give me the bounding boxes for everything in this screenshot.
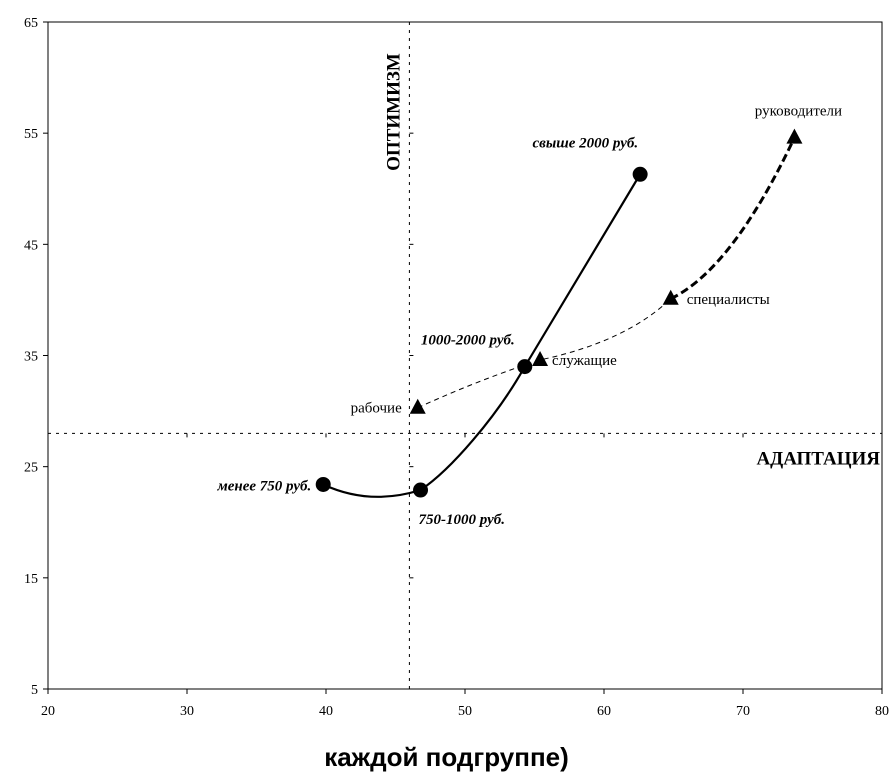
chart: 20 30 40 50 60 70 80 5 15 25 35 45 55 65 ОПТИМИЗМ АДАП… bbox=[24, 16, 889, 719]
y-tick-label: 25 bbox=[24, 461, 38, 476]
income-point bbox=[517, 359, 533, 375]
reference-label-horizontal: АДАПТАЦИЯ bbox=[756, 448, 880, 469]
occupation-point bbox=[662, 289, 679, 305]
x-tick-label: 70 bbox=[736, 704, 750, 719]
income-point-label: 1000-2000 руб. bbox=[421, 333, 515, 349]
bottom-title: каждой подгруппе) bbox=[324, 742, 569, 772]
occupation-point bbox=[786, 128, 803, 144]
income-point-label: 750-1000 руб. bbox=[419, 512, 505, 528]
income-point bbox=[315, 476, 331, 492]
x-tick-label: 60 bbox=[597, 704, 611, 719]
x-tick-label: 20 bbox=[41, 704, 55, 719]
y-tick-label: 15 bbox=[24, 572, 38, 587]
occupation-point-label: руководители bbox=[755, 104, 842, 120]
series-layer bbox=[315, 128, 803, 498]
occupation-point-label: служащие bbox=[552, 353, 617, 369]
label-layer: ОПТИМИЗМ АДАПТАЦИЯ менее 750 руб. 750-1000 … bbox=[216, 53, 880, 528]
income-point bbox=[632, 166, 648, 182]
y-tick-label: 55 bbox=[24, 127, 38, 142]
x-tick-label: 40 bbox=[319, 704, 333, 719]
occupation-point-label: рабочие bbox=[351, 401, 402, 417]
x-tick-label: 30 bbox=[180, 704, 194, 719]
x-tick-label: 50 bbox=[458, 704, 472, 719]
income-point-label: свыше 2000 руб. bbox=[533, 135, 639, 151]
occupation-series-line-upper bbox=[670, 136, 796, 301]
x-tick-label: 80 bbox=[875, 704, 889, 719]
plot-frame bbox=[47, 21, 883, 690]
income-point-label: менее 750 руб. bbox=[216, 478, 311, 494]
income-point bbox=[413, 482, 429, 498]
occupation-point bbox=[532, 350, 549, 366]
reference-lines bbox=[47, 21, 883, 690]
occupation-point-label: специалисты bbox=[687, 292, 770, 308]
axes-layer: 20 30 40 50 60 70 80 5 15 25 35 45 55 65 bbox=[24, 16, 889, 719]
y-tick-label: 45 bbox=[24, 238, 38, 253]
reference-label-vertical: ОПТИМИЗМ bbox=[383, 53, 404, 171]
occupation-point bbox=[409, 398, 426, 414]
occupation-series-line bbox=[417, 298, 672, 409]
y-tick-label: 65 bbox=[24, 16, 38, 31]
y-tick-label: 35 bbox=[24, 350, 38, 365]
y-tick-label: 5 bbox=[31, 683, 38, 698]
